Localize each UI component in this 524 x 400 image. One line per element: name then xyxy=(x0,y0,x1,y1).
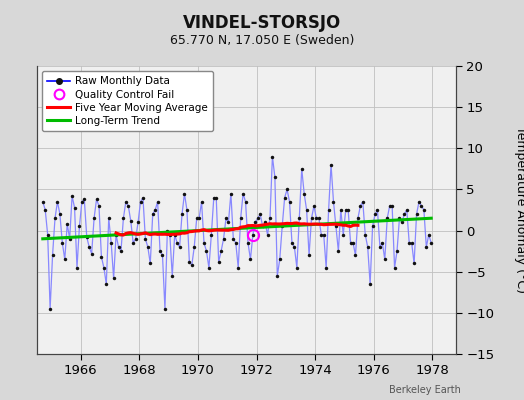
Legend: Raw Monthly Data, Quality Control Fail, Five Year Moving Average, Long-Term Tren: Raw Monthly Data, Quality Control Fail, … xyxy=(42,71,213,131)
Text: VINDEL-STORSJO: VINDEL-STORSJO xyxy=(183,14,341,32)
Y-axis label: Temperature Anomaly (°C): Temperature Anomaly (°C) xyxy=(514,126,524,294)
Text: Berkeley Earth: Berkeley Earth xyxy=(389,385,461,395)
Text: 65.770 N, 17.050 E (Sweden): 65.770 N, 17.050 E (Sweden) xyxy=(170,34,354,47)
